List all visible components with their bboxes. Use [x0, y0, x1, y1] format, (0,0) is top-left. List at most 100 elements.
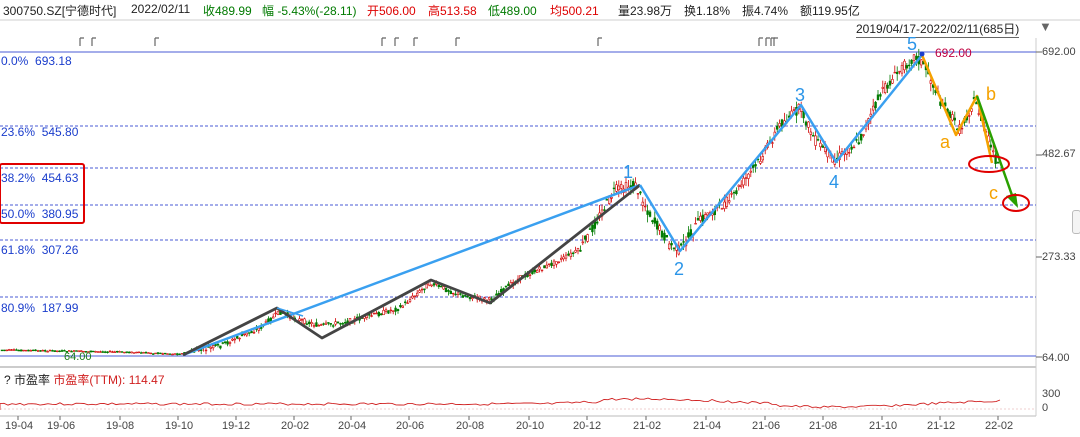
candle-body — [58, 350, 61, 353]
candle-body — [751, 164, 755, 168]
candle-body — [41, 350, 45, 352]
candle-body — [775, 125, 779, 130]
candle-body — [231, 338, 234, 341]
y-tick: 482.67 — [1042, 148, 1076, 160]
candle-body — [850, 146, 853, 150]
candle-body — [912, 54, 916, 61]
candle-body — [8, 349, 11, 351]
candle-body — [653, 217, 657, 224]
candle-body — [238, 337, 241, 340]
help-icon[interactable]: ? — [4, 373, 11, 387]
candle-body — [576, 248, 580, 252]
candle-body — [123, 351, 126, 354]
candle-body — [891, 79, 894, 84]
x-tick: 20-10 — [516, 420, 545, 432]
turnover: 换1.18% — [684, 4, 731, 18]
candle-body — [391, 310, 395, 312]
candle-body — [739, 184, 743, 187]
candle-body — [754, 164, 757, 167]
candle-body — [886, 84, 889, 89]
candle-body — [250, 331, 253, 334]
high-price: 高513.58 — [428, 4, 477, 18]
subwave-line — [182, 183, 641, 357]
event-flag-icon — [91, 37, 96, 46]
event-flag-icon — [154, 37, 159, 46]
candle-body — [339, 323, 342, 325]
chevron-down-icon[interactable]: ▼ — [1039, 19, 1052, 34]
candle-body — [749, 170, 753, 173]
wave-label-a: a — [940, 132, 951, 152]
candle-body — [660, 230, 664, 238]
candle-body — [152, 353, 155, 355]
candle-body — [737, 184, 741, 187]
candle-body — [29, 350, 32, 352]
y-tick: 692.00 — [1042, 46, 1076, 58]
candle-body — [125, 351, 129, 353]
candle-body — [415, 292, 419, 297]
panel-resize-handle[interactable] — [1072, 210, 1080, 234]
candle-body — [459, 293, 462, 295]
event-flag-icon — [79, 37, 84, 46]
candle-body — [694, 223, 697, 225]
candle-body — [552, 260, 556, 266]
candle-body — [994, 154, 997, 164]
candle-body — [699, 215, 702, 221]
x-tick: 20-06 — [396, 420, 425, 432]
fib-level-382: 38.2% 454.63 — [1, 171, 78, 185]
amount: 额119.95亿 — [800, 4, 860, 18]
candle-body — [871, 105, 875, 111]
candle-body — [375, 312, 378, 315]
fib-price: 307.26 — [41, 243, 79, 257]
candle-body — [811, 135, 815, 137]
candle-body — [5, 349, 9, 352]
candle-body — [46, 351, 49, 353]
candle-body — [322, 323, 325, 325]
x-tick: 21-02 — [633, 420, 662, 432]
wave-line-1 — [182, 183, 641, 357]
candle-body — [588, 228, 592, 230]
candle-body — [406, 302, 409, 304]
candle-body — [12, 349, 16, 351]
pe-tick: 300 — [1042, 388, 1061, 400]
candle-body — [939, 101, 942, 106]
candle-body — [804, 121, 808, 126]
candle-body — [579, 249, 582, 252]
candle-body — [276, 310, 280, 315]
candle-body — [862, 134, 865, 136]
candle-body — [315, 322, 318, 327]
low-price-label: 64.00 — [64, 351, 92, 363]
candle-body — [555, 261, 558, 265]
candle-body — [444, 287, 448, 293]
candle-body — [792, 109, 796, 111]
candle-body — [771, 142, 774, 144]
candle-body — [567, 253, 570, 256]
fib-price: 380.95 — [41, 207, 79, 221]
candle-body — [423, 288, 426, 291]
x-tick: 20-02 — [281, 420, 310, 432]
candle-body — [317, 325, 320, 327]
candle-body — [819, 142, 822, 148]
candle-body — [420, 288, 424, 291]
candle-body — [545, 264, 549, 269]
candle-body — [384, 309, 388, 312]
candle-body — [504, 285, 508, 288]
candle-body — [487, 297, 491, 300]
candle-body — [672, 247, 676, 250]
fib-price: 693.18 — [35, 54, 72, 68]
candle-body — [341, 323, 344, 325]
candle-body — [178, 353, 181, 356]
candle-body — [31, 349, 35, 352]
candle-body — [564, 254, 568, 259]
date-range-dropdown[interactable]: 2019/04/17-2022/02/11(685日) — [856, 20, 1020, 38]
candle-body — [670, 242, 673, 246]
candle-body — [118, 351, 121, 353]
x-tick: 21-04 — [693, 420, 722, 432]
x-tick: 19-04 — [5, 420, 34, 432]
candle-body — [499, 289, 503, 293]
candle-body — [53, 350, 57, 352]
candle-body — [823, 147, 827, 152]
candle-body — [101, 351, 105, 353]
candle-body — [310, 322, 313, 325]
candle-body — [903, 60, 906, 71]
